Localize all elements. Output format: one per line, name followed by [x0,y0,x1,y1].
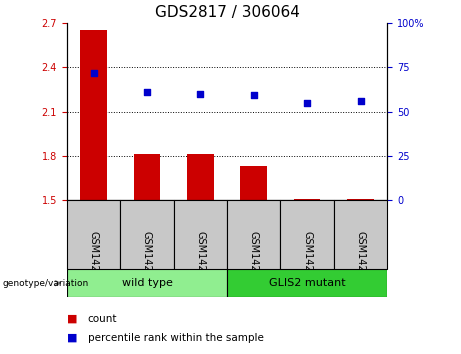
Bar [134,154,160,200]
Point [197,91,204,97]
Bar [67,269,227,297]
Text: genotype/variation: genotype/variation [2,279,89,288]
Text: ■: ■ [67,333,81,343]
Bar [187,154,214,200]
Title: GDS2817 / 306064: GDS2817 / 306064 [154,5,300,21]
Text: ■: ■ [67,314,81,324]
Text: wild type: wild type [122,278,172,288]
Point [357,98,364,104]
Bar [174,200,227,269]
Text: GSM142102: GSM142102 [355,231,366,290]
Bar [280,200,334,269]
Text: count: count [88,314,117,324]
Point [303,100,311,105]
Text: GLIS2 mutant: GLIS2 mutant [269,278,345,288]
Text: GSM142100: GSM142100 [249,231,259,290]
Point [250,92,257,98]
Bar [227,269,387,297]
Text: GSM142097: GSM142097 [89,231,99,290]
Text: percentile rank within the sample: percentile rank within the sample [88,333,264,343]
Text: GSM142098: GSM142098 [142,231,152,290]
Bar [120,200,174,269]
Bar [67,200,120,269]
Bar [347,199,374,200]
Text: GSM142101: GSM142101 [302,231,312,290]
Text: GSM142099: GSM142099 [195,231,205,290]
Bar [334,200,387,269]
Bar [294,199,320,200]
Bar [80,30,107,200]
Point [90,70,97,76]
Bar [227,200,280,269]
Bar [240,166,267,200]
Point [143,90,151,95]
